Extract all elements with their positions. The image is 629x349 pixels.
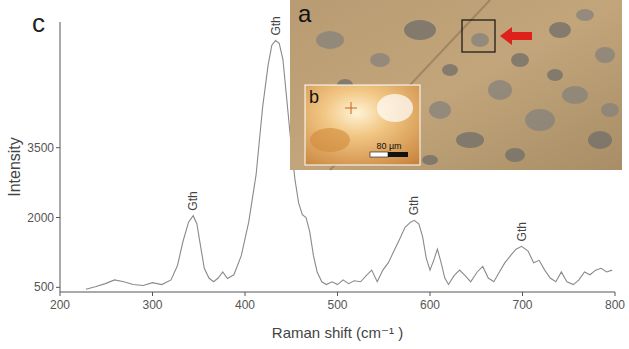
rock-grain (429, 101, 451, 119)
red-arrow (500, 27, 532, 45)
scale-bar-black (388, 152, 408, 157)
rock-grain (601, 103, 619, 117)
x-tick (245, 292, 246, 296)
y-tick-label: 500 (34, 280, 54, 294)
x-tick-label: 300 (142, 298, 162, 312)
rock-grain (370, 53, 390, 67)
peak-label: Gth (269, 16, 283, 35)
x-tick-label: 700 (512, 298, 532, 312)
peak-label: Gth (186, 191, 200, 210)
crosshair (351, 102, 352, 114)
x-tick-label: 600 (420, 298, 440, 312)
photo-b-background (305, 85, 420, 165)
rock-grain (525, 109, 555, 131)
x-tick (152, 292, 153, 296)
highlight (377, 94, 413, 122)
y-tick (56, 147, 60, 148)
x-tick (337, 292, 338, 296)
rock-grain (511, 53, 529, 67)
rock-grain (505, 148, 525, 162)
panel-label: a (298, 0, 312, 27)
x-tick (522, 292, 523, 296)
photo-b (305, 85, 420, 165)
x-tick (60, 292, 61, 296)
x-tick-label: 400 (235, 298, 255, 312)
peak-label: Gth (515, 222, 529, 241)
x-tick (615, 292, 616, 296)
x-tick (430, 292, 431, 296)
rock-grain (316, 31, 344, 49)
x-tick-label: 800 (605, 298, 625, 312)
region-box (462, 20, 495, 52)
rock-grain (471, 33, 489, 47)
y-tick (56, 287, 60, 288)
shade (310, 128, 350, 152)
y-axis-title: Intensity (6, 137, 23, 197)
y-axis (60, 22, 61, 292)
rock-grain (562, 86, 588, 104)
figure: 200 300 400 500 600 700 800 500 2000 3500 Raman sh… (0, 0, 629, 349)
x-tick-label: 500 (327, 298, 347, 312)
panel-label: b (309, 87, 319, 107)
rock-grain (422, 155, 438, 165)
rock-grain (576, 9, 594, 21)
panel-label: c (32, 8, 45, 38)
y-tick (56, 217, 60, 218)
rock-grain (547, 69, 563, 81)
rock-grain (488, 80, 512, 100)
rock-grain (588, 131, 612, 149)
rock-grain (456, 132, 484, 148)
photo-a-background (290, 0, 622, 170)
peak-label: Gth (407, 196, 421, 215)
rock-grain (404, 20, 436, 40)
x-axis-title: Raman shift (cm⁻¹ ) (272, 324, 403, 341)
scale-bar-white (370, 152, 388, 157)
x-tick-label: 200 (50, 298, 70, 312)
y-tick-label: 3500 (27, 141, 54, 155)
rock-grain (442, 64, 458, 76)
photo-a (290, 0, 622, 170)
scale-bar-label: 80 µm (376, 141, 401, 151)
y-tick-label: 2000 (27, 211, 54, 225)
rock-grain (549, 22, 571, 38)
rock-grain (595, 47, 615, 63)
